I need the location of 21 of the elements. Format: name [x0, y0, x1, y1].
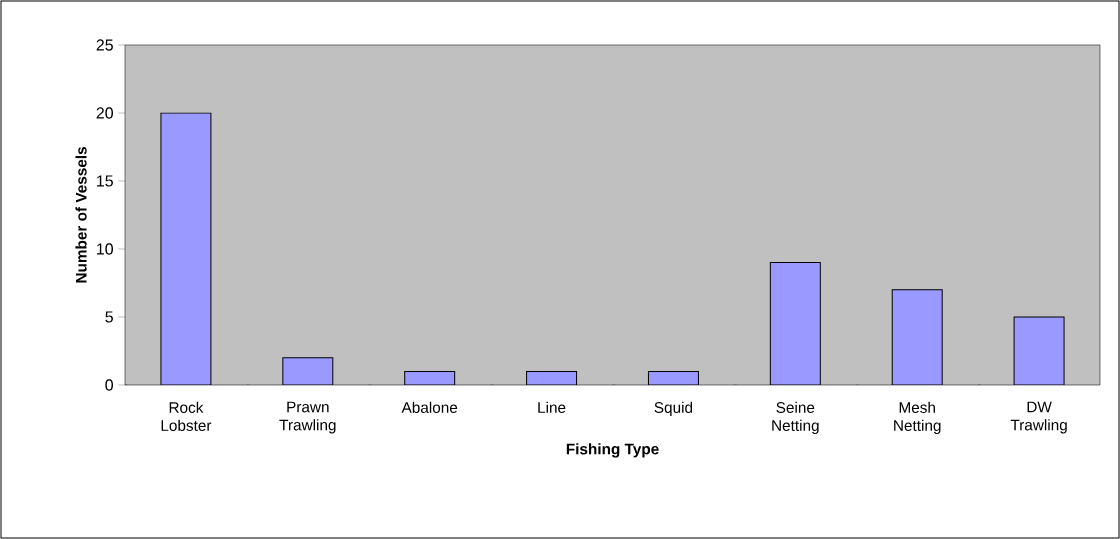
- x-tick-label: Mesh Netting: [894, 401, 941, 434]
- bar: [891, 289, 943, 385]
- bar: [160, 112, 212, 385]
- x-tick-label: Line: [538, 401, 566, 413]
- bar: [1013, 316, 1065, 385]
- y-tick-label: 20: [96, 107, 113, 119]
- y-tick-label: 0: [105, 379, 114, 391]
- x-tick-label: Prawn Trawling: [279, 401, 336, 434]
- y-tick-label: 25: [96, 39, 113, 51]
- bar: [769, 262, 821, 385]
- bar: [282, 357, 334, 385]
- x-tick-label: DW Trawling: [1010, 401, 1067, 434]
- x-tick-label: Squid: [654, 401, 693, 416]
- x-tick-label: Seine Netting: [772, 401, 819, 434]
- x-tick-label: Abalone: [401, 401, 458, 413]
- y-tick-label: 10: [97, 243, 113, 255]
- x-axis-title: Fishing Type: [566, 443, 659, 458]
- y-axis-title: Number of Vessels: [75, 147, 87, 283]
- x-tick-label: Rock Lobster: [161, 401, 212, 431]
- y-tick-label: 15: [97, 175, 113, 187]
- y-tick-label: 5: [105, 311, 113, 323]
